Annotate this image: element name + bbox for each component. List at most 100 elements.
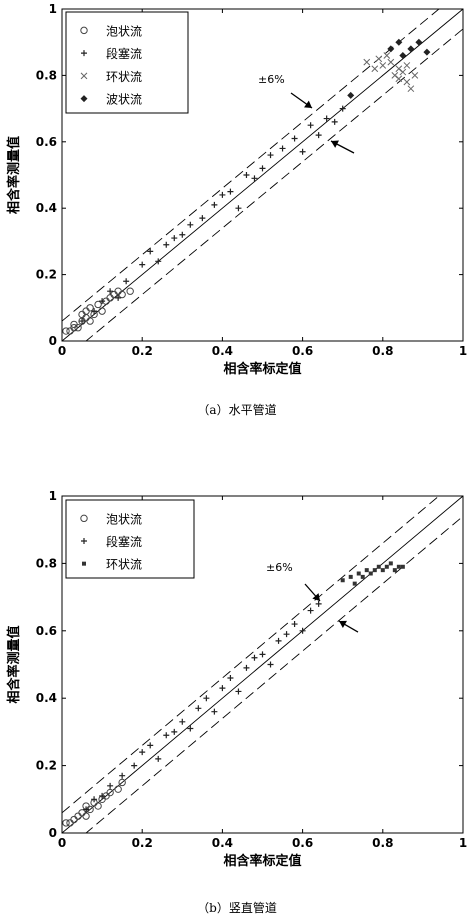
plus-marker	[91, 796, 98, 803]
x-tick-label: 0	[58, 836, 66, 850]
legend-box	[65, 499, 195, 579]
square-marker	[348, 574, 353, 579]
plus-marker	[331, 118, 338, 125]
reference-lines	[62, 9, 463, 341]
square-marker	[376, 564, 381, 569]
circle-marker	[66, 327, 74, 335]
circle-marker	[74, 324, 82, 332]
plus-marker	[147, 248, 154, 255]
plus-marker	[81, 50, 87, 57]
plus-marker	[81, 538, 87, 544]
plus-marker	[203, 695, 210, 702]
plus-marker	[219, 191, 226, 198]
plus-marker	[251, 654, 258, 661]
diamond-marker	[407, 45, 415, 53]
plus-marker	[279, 145, 286, 152]
x-marker	[403, 78, 411, 86]
plus-marker	[243, 664, 250, 671]
square-marker	[388, 561, 393, 566]
x-marker	[371, 65, 379, 73]
plus-marker	[163, 241, 170, 248]
y-tick-label: 0.2	[36, 759, 57, 773]
y-tick-label: 0.4	[36, 201, 57, 215]
square-marker	[340, 578, 345, 583]
x-tick-label: 0.2	[132, 344, 153, 358]
y-tick-label: 0.4	[36, 691, 57, 705]
plus-marker	[195, 705, 202, 712]
plus-marker	[139, 749, 146, 756]
plus-marker	[99, 298, 106, 305]
plus-marker	[163, 732, 170, 739]
chart-horizontal-pipe: 0 0.2 0.4 0.6 0.8 1 0 0.2 0.4 0.6 0.8 1 相含率标定值 相含率测量值…	[6, 2, 467, 417]
circle-marker	[86, 304, 94, 312]
circle-marker	[66, 819, 74, 827]
plus-marker	[235, 688, 242, 695]
plus-marker	[131, 762, 138, 769]
x-tick-label: 0.4	[212, 344, 233, 358]
plus-marker	[243, 172, 250, 178]
legend-entry-label: 段塞流	[106, 46, 142, 61]
plot-frame	[61, 495, 464, 834]
plus-marker	[291, 621, 298, 628]
circle-marker	[70, 815, 78, 824]
plus-marker	[119, 772, 126, 779]
x-tick-label: 0	[58, 344, 66, 358]
x-marker	[399, 68, 407, 76]
diamond-marker	[387, 45, 395, 53]
band-annotation: ±6%	[258, 73, 285, 86]
x-marker	[80, 72, 88, 80]
series-circle	[62, 778, 126, 827]
circle-marker	[82, 812, 90, 820]
y-tick-label: 0	[49, 826, 57, 840]
plus-marker	[199, 215, 206, 222]
x-tick-label: 0.4	[212, 836, 233, 850]
plus-marker	[107, 288, 114, 295]
y-tick-label: 0.8	[36, 68, 57, 82]
series-square	[340, 561, 405, 586]
x-marker	[383, 52, 391, 59]
plus-marker	[155, 755, 162, 762]
circle-marker	[94, 300, 102, 309]
upper-band-arrow-head	[312, 593, 320, 601]
x-tick-label: 1	[459, 344, 467, 358]
circle-marker	[82, 314, 90, 322]
circle-marker	[118, 778, 126, 787]
x-axis-label: 相含率标定值	[223, 361, 301, 377]
y-tick-label: 1	[49, 489, 57, 503]
x-axis-label: 相含率标定值	[223, 853, 301, 869]
diamond-marker	[80, 95, 88, 103]
circle-marker	[80, 514, 88, 523]
series-plus	[83, 600, 322, 813]
series-x	[363, 52, 419, 93]
plus-marker	[83, 806, 90, 813]
y-tick-label: 0.2	[36, 268, 57, 282]
upper-band-line	[62, 496, 440, 814]
x-marker	[411, 72, 419, 79]
plus-marker	[139, 261, 146, 268]
plus-marker	[187, 221, 194, 228]
plus-marker	[275, 637, 282, 644]
diamond-marker	[423, 48, 431, 56]
plus-marker	[179, 718, 186, 725]
x-tick-label: 1	[459, 836, 467, 850]
plus-marker	[291, 135, 298, 142]
x-marker	[363, 58, 371, 66]
series-plus	[79, 105, 346, 325]
chart-vertical-pipe: 0 0.2 0.4 0.6 0.8 1 0 0.2 0.4 0.6 0.8 1 相含率标定值 相含率测量值…	[6, 489, 467, 915]
plus-marker	[299, 627, 306, 634]
plus-marker	[323, 115, 330, 122]
plus-marker	[315, 600, 322, 607]
y-tick-label: 0.6	[36, 624, 57, 638]
circle-marker	[126, 287, 134, 295]
figure-caption: （a）水平管道	[197, 402, 276, 417]
x-tick-label: 0.6	[292, 836, 313, 850]
x-marker	[407, 85, 415, 93]
plus-marker	[307, 607, 314, 614]
circle-marker	[80, 26, 88, 35]
circle-marker	[70, 324, 78, 332]
plus-marker	[235, 205, 242, 212]
plus-marker	[227, 674, 234, 681]
legend-entry-label: 环状流	[106, 70, 142, 84]
plus-marker	[91, 308, 98, 315]
